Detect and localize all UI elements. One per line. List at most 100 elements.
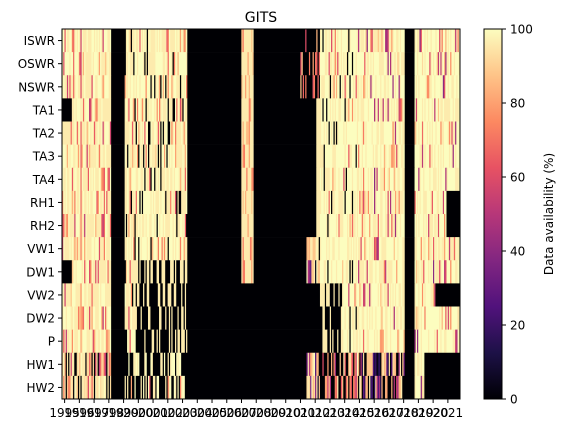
heatmap-cell xyxy=(415,75,418,99)
heatmap-cell xyxy=(424,167,430,192)
heatmap-cell xyxy=(429,121,431,145)
heatmap-cell xyxy=(63,237,65,261)
heatmap-cell xyxy=(437,167,440,192)
heatmap-cell xyxy=(344,352,347,377)
heatmap-cell xyxy=(399,52,402,76)
heatmap-cell xyxy=(90,375,92,400)
heatmap-cell xyxy=(74,352,78,377)
heatmap-cell xyxy=(171,283,175,307)
heatmap-cell xyxy=(308,52,311,76)
heatmap-cell xyxy=(159,98,161,122)
heatmap-cell xyxy=(161,306,166,330)
heatmap-cell xyxy=(393,29,397,53)
heatmap-cell xyxy=(106,52,108,76)
heatmap-cell xyxy=(404,121,415,145)
heatmap-cell xyxy=(128,237,130,261)
heatmap-cell xyxy=(426,75,430,99)
heatmap-cell xyxy=(124,121,130,145)
heatmap-cells xyxy=(62,29,461,400)
heatmap-cell xyxy=(182,29,184,53)
heatmap-cell xyxy=(98,190,101,215)
heatmap-cell xyxy=(125,98,128,122)
heatmap-cell xyxy=(184,144,187,169)
heatmap-cell xyxy=(383,52,387,76)
heatmap-cell xyxy=(66,375,69,400)
heatmap-cell xyxy=(361,121,364,145)
heatmap-cell xyxy=(444,144,450,169)
heatmap-cell xyxy=(81,98,84,122)
heatmap-cell xyxy=(243,29,252,53)
heatmap-cell xyxy=(175,98,177,122)
heatmap-cell xyxy=(73,52,75,76)
heatmap-cell xyxy=(86,190,89,215)
heatmap-cell xyxy=(100,144,102,169)
heatmap-cell xyxy=(423,283,425,307)
heatmap-cell xyxy=(168,237,173,261)
heatmap-cell xyxy=(441,329,445,354)
heatmap-cell xyxy=(377,214,380,238)
heatmap-cell xyxy=(69,75,71,99)
heatmap-cell xyxy=(243,190,246,215)
heatmap-cell xyxy=(102,306,105,330)
heatmap-cell xyxy=(91,75,94,99)
heatmap-cell xyxy=(333,167,337,192)
heatmap-cell xyxy=(361,352,364,377)
heatmap-cell xyxy=(130,306,133,330)
heatmap-cell xyxy=(439,29,441,53)
heatmap-cell xyxy=(175,167,179,192)
heatmap-cell xyxy=(80,29,82,53)
x-tick-label: 2019 xyxy=(403,406,434,420)
heatmap-cell xyxy=(414,283,417,307)
heatmap-cell xyxy=(79,167,81,192)
heatmap-cell xyxy=(81,121,86,145)
heatmap-cell xyxy=(98,121,102,145)
heatmap-cell xyxy=(107,329,109,354)
heatmap-cell xyxy=(243,144,246,169)
heatmap-cell xyxy=(356,190,359,215)
heatmap-cell xyxy=(453,144,456,169)
heatmap-cell xyxy=(329,52,333,76)
heatmap-cell xyxy=(141,190,144,215)
heatmap-cell xyxy=(156,214,159,238)
heatmap-cell xyxy=(376,75,381,99)
heatmap-cell xyxy=(82,98,85,122)
heatmap-cell xyxy=(397,329,399,354)
heatmap-cell xyxy=(163,190,166,215)
heatmap-cell xyxy=(152,352,161,377)
heatmap-cell xyxy=(86,306,90,330)
heatmap-cell xyxy=(176,260,181,284)
heatmap-cell xyxy=(81,214,85,238)
heatmap-cell xyxy=(348,352,350,377)
heatmap-cell xyxy=(338,52,340,76)
heatmap-cell xyxy=(404,98,415,122)
y-tick-label: VW2 xyxy=(27,288,55,302)
heatmap-cell xyxy=(127,98,129,122)
heatmap-cell xyxy=(139,283,144,307)
heatmap-cell xyxy=(326,283,331,307)
heatmap-cell xyxy=(417,329,419,354)
heatmap-cell xyxy=(419,306,421,330)
heatmap-cell xyxy=(426,214,429,238)
heatmap-cell xyxy=(90,306,92,330)
x-tick-label: 2011 xyxy=(285,406,316,420)
y-tick-label: DW1 xyxy=(26,265,55,279)
heatmap-cell xyxy=(332,260,337,284)
heatmap-cell xyxy=(404,214,415,238)
heatmap-cell xyxy=(186,52,188,76)
heatmap-cell xyxy=(86,144,89,169)
heatmap-cell xyxy=(166,190,171,215)
heatmap-cell xyxy=(419,352,421,377)
x-tick-label: 2006 xyxy=(211,406,242,420)
heatmap-cell xyxy=(156,260,160,284)
heatmap-cell xyxy=(340,306,343,330)
heatmap-cell xyxy=(64,52,70,76)
heatmap-cell xyxy=(73,29,75,53)
heatmap-cell xyxy=(175,52,177,76)
heatmap-cell xyxy=(327,237,329,261)
heatmap-cell xyxy=(419,283,423,307)
heatmap-cell xyxy=(173,214,176,238)
heatmap-cell xyxy=(423,237,426,261)
heatmap-cell xyxy=(426,190,431,215)
heatmap-cell xyxy=(428,214,430,238)
heatmap-cell xyxy=(82,306,85,330)
